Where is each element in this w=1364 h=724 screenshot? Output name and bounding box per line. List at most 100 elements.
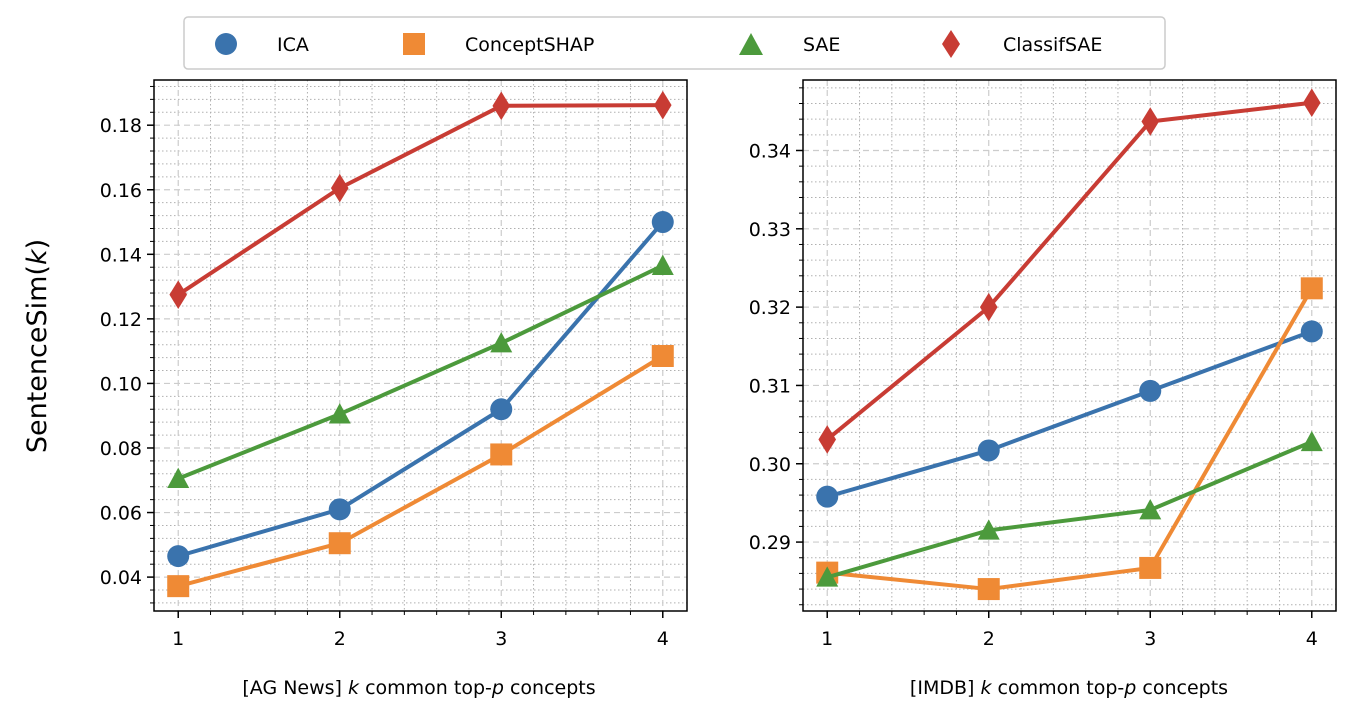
ticks: 0.29 0.30 0.31 0.32 0.33 0.34 1 2 3 4 [749, 87, 1318, 650]
y-tick-label: 0.32 [749, 297, 791, 319]
series-sae [816, 430, 1323, 587]
legend-label-classifsae: ClassifSAE [1003, 34, 1102, 56]
x-title-middle: common top- [991, 677, 1124, 699]
y-tick-label: 0.06 [100, 503, 142, 525]
x-axis-title: [AG News] k common top-p concepts [242, 677, 595, 699]
series-classifsae [818, 88, 1321, 454]
y-axis-title: SentenceSim(k) [22, 239, 53, 453]
data-point-ica [1139, 379, 1162, 402]
x-axis-title: [IMDB] k common top-p concepts [910, 677, 1228, 699]
legend-entry-ica: ICA [215, 33, 309, 56]
series-line-sae [825, 439, 1314, 580]
y-tick-label: 0.34 [749, 140, 791, 162]
x-title-prefix: [AG News] [242, 677, 348, 699]
x-title-p: p [491, 677, 504, 699]
x-title-k: k [348, 677, 360, 699]
data-point-conceptshap [977, 578, 1000, 601]
data-point-ica [490, 398, 513, 421]
x-title-k: k [980, 677, 992, 699]
plot-frame [153, 79, 688, 612]
series-line-ica [825, 329, 1314, 499]
y-tick-label: 0.30 [749, 454, 791, 476]
y-title-k: k [22, 248, 53, 265]
legend-label-sae: SAE [803, 34, 840, 56]
legend-marker-sae [739, 33, 763, 55]
x-tick-label: 4 [1306, 628, 1318, 650]
data-point-classifsae [492, 91, 511, 121]
plot-frame [802, 79, 1337, 612]
data-point-sae [651, 254, 674, 275]
series-classifsae [169, 90, 672, 309]
major-grid [154, 80, 687, 611]
x-title-prefix: [IMDB] [910, 677, 981, 699]
series-line-classifsae [825, 100, 1314, 442]
y-tick-label: 0.31 [749, 375, 791, 397]
x-tick-label: 4 [657, 628, 669, 650]
y-title-suffix: ) [22, 239, 53, 250]
series-line-conceptshap [825, 286, 1314, 592]
data-point-ica [816, 485, 839, 508]
data-point-sae [1300, 430, 1323, 452]
data-point-classifsae [979, 292, 998, 322]
legend-marker-classifsae [942, 30, 960, 58]
series-layer [816, 88, 1323, 601]
data-point-sae [977, 519, 1000, 540]
data-point-classifsae [330, 173, 349, 203]
data-point-conceptshap [167, 575, 190, 598]
x-tick-label: 2 [334, 628, 346, 650]
series-conceptshap [167, 344, 674, 598]
x-title-p: p [1123, 677, 1136, 699]
data-point-classifsae [169, 280, 188, 309]
data-point-sae [1139, 498, 1162, 520]
legend-label-ica: ICA [277, 34, 309, 56]
legend: ICA ConceptSHAP SAE ClassifSAE [183, 16, 1166, 70]
data-point-classifsae [1141, 107, 1160, 136]
x-tick-label: 3 [495, 628, 507, 650]
data-point-ica [977, 439, 1000, 462]
minor-grid [154, 80, 687, 611]
y-tick-label: 0.14 [100, 244, 142, 266]
series-line-classifsae [176, 103, 665, 297]
data-point-classifsae [818, 425, 837, 454]
data-point-sae [816, 566, 839, 587]
y-tick-label: 0.04 [100, 567, 142, 589]
data-point-sae [167, 467, 190, 489]
y-title-prefix: SentenceSim( [22, 265, 53, 453]
series-sae [167, 254, 674, 489]
data-point-sae [490, 332, 513, 353]
x-title-suffix: concepts [504, 677, 596, 699]
data-point-ica [328, 498, 351, 521]
y-tick-label: 0.12 [100, 309, 142, 331]
y-tick-label: 0.29 [749, 532, 791, 554]
y-tick-label: 0.10 [100, 373, 142, 395]
y-tick-label: 0.33 [749, 219, 791, 241]
series-line-ica [176, 220, 665, 559]
ticks: 0.04 0.06 0.08 0.10 0.12 0.14 0.16 0.18 1 2 3 4 [100, 85, 669, 650]
series-ica [167, 211, 674, 568]
x-title-suffix: concepts [1136, 677, 1228, 699]
y-tick-label: 0.16 [100, 180, 142, 202]
major-grid [803, 80, 1336, 611]
legend-frame [183, 16, 1166, 70]
data-point-conceptshap [490, 443, 513, 466]
data-point-classifsae [653, 90, 672, 120]
x-tick-label: 2 [983, 628, 995, 650]
legend-entry-conceptshap: ConceptSHAP [403, 33, 594, 56]
legend-label-conceptshap: ConceptSHAP [465, 34, 594, 56]
minor-grid [803, 80, 1336, 611]
data-point-ica [651, 211, 674, 234]
x-tick-label: 3 [1144, 628, 1156, 650]
data-point-conceptshap [1139, 556, 1162, 579]
legend-entry-classifsae: ClassifSAE [942, 30, 1102, 58]
series-conceptshap [816, 277, 1323, 601]
legend-marker-ica [215, 33, 237, 55]
imdb-panel: 0.29 0.30 0.31 0.32 0.33 0.34 1 2 3 4 [IMDB] k co… [749, 79, 1337, 699]
data-point-conceptshap [328, 532, 351, 555]
x-tick-label: 1 [821, 628, 833, 650]
x-tick-label: 1 [172, 628, 184, 650]
data-point-ica [1300, 320, 1323, 343]
y-tick-label: 0.18 [100, 115, 142, 137]
series-layer [167, 90, 674, 598]
data-point-sae [328, 403, 351, 424]
